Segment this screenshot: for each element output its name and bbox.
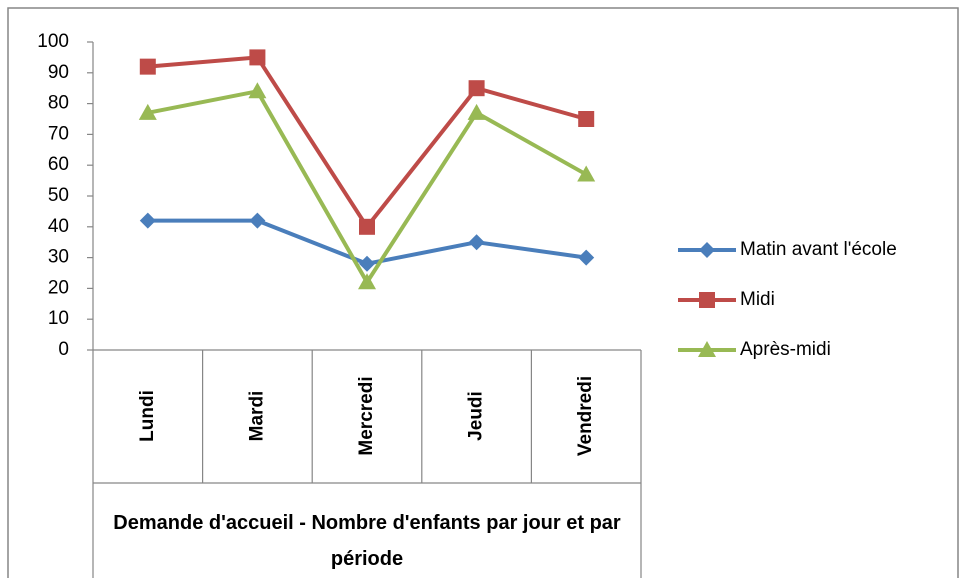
marker [468, 80, 485, 97]
series-line [147, 89, 588, 285]
x-axis-title: Demande d'accueil - Nombre d'enfants par… [113, 512, 621, 570]
marker [359, 218, 375, 235]
marker [467, 103, 486, 120]
y-tick-label: 100 [37, 31, 69, 52]
y-tick-label: 70 [48, 123, 69, 144]
marker [359, 255, 375, 272]
marker [578, 249, 595, 266]
y-tick-label: 30 [48, 247, 69, 268]
marker [358, 273, 376, 290]
y-tick-label: 80 [48, 93, 69, 114]
x-tick-label: Jeudi [466, 391, 487, 441]
marker [139, 212, 156, 229]
marker [248, 82, 267, 99]
y-tick-label: 90 [48, 62, 69, 83]
legend-marker [699, 292, 715, 308]
legend-marker [699, 242, 715, 258]
marker [577, 165, 596, 182]
marker [578, 111, 595, 127]
marker [249, 212, 266, 229]
legend-label: Matin avant l'école [740, 239, 897, 260]
x-tick-label: Lundi [137, 390, 158, 442]
y-tick-label: 40 [48, 216, 69, 237]
y-tick-label: 20 [48, 277, 69, 298]
chart-border [7, 7, 959, 578]
y-tick-label: 50 [48, 185, 69, 206]
x-tick-label: Mardi [246, 391, 267, 442]
x-tick-label: Mercredi [356, 376, 377, 455]
y-tick-label: 60 [48, 154, 69, 175]
legend-label: Après-midi [740, 339, 831, 360]
marker [138, 103, 157, 120]
series-line [147, 55, 587, 229]
legend-marker [698, 341, 716, 357]
y-tick-label: 10 [48, 308, 69, 329]
legend-label: Midi [740, 289, 775, 310]
marker [468, 234, 485, 251]
marker [249, 49, 266, 66]
marker [139, 58, 156, 75]
x-tick-label: Vendredi [575, 376, 596, 456]
y-tick-label: 0 [58, 339, 69, 360]
